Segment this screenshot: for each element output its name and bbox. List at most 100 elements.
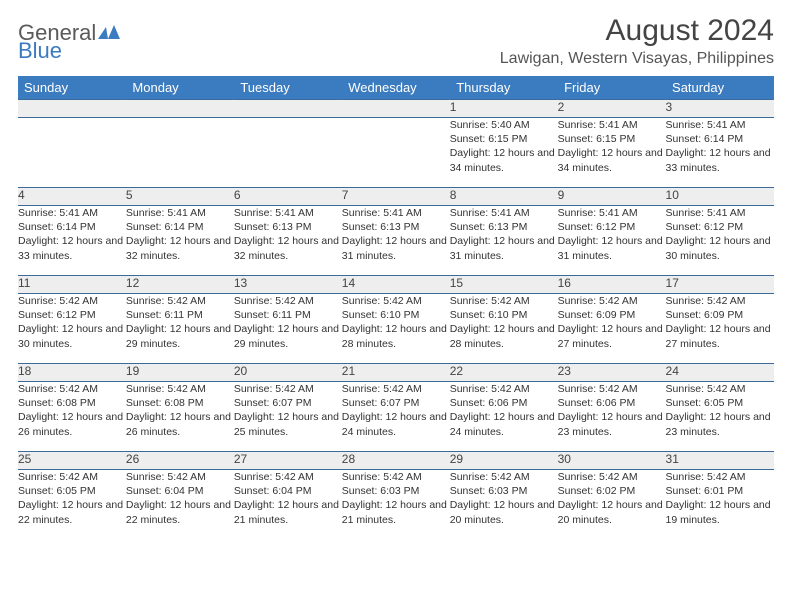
daylight-text: Daylight: 12 hours and 34 minutes. [450,146,558,174]
sunrise-text: Sunrise: 5:42 AM [558,470,666,484]
daylight-text: Daylight: 12 hours and 33 minutes. [666,146,774,174]
day-number-cell: 8 [450,188,558,206]
day-number-cell: 6 [234,188,342,206]
day-number-cell: 17 [666,276,774,294]
daylight-text: Daylight: 12 hours and 30 minutes. [18,322,126,350]
day-info-cell: Sunrise: 5:42 AMSunset: 6:09 PMDaylight:… [666,294,774,364]
day-number-cell: 18 [18,364,126,382]
daylight-text: Daylight: 12 hours and 19 minutes. [666,498,774,526]
sunset-text: Sunset: 6:09 PM [666,308,774,322]
daylight-text: Daylight: 12 hours and 24 minutes. [342,410,450,438]
dayheader-thursday: Thursday [450,76,558,100]
day-info-cell: Sunrise: 5:41 AMSunset: 6:14 PMDaylight:… [18,206,126,276]
day-info-cell: Sunrise: 5:41 AMSunset: 6:12 PMDaylight:… [666,206,774,276]
day-number-cell: 23 [558,364,666,382]
day-number-cell [126,100,234,118]
week-daynum-row: 11121314151617 [18,276,774,294]
day-info-cell: Sunrise: 5:42 AMSunset: 6:08 PMDaylight:… [18,382,126,452]
day-info-cell: Sunrise: 5:41 AMSunset: 6:12 PMDaylight:… [558,206,666,276]
day-info-cell: Sunrise: 5:41 AMSunset: 6:13 PMDaylight:… [342,206,450,276]
sunset-text: Sunset: 6:13 PM [450,220,558,234]
sunset-text: Sunset: 6:15 PM [558,132,666,146]
daylight-text: Daylight: 12 hours and 32 minutes. [234,234,342,262]
daylight-text: Daylight: 12 hours and 20 minutes. [450,498,558,526]
day-number-cell: 3 [666,100,774,118]
day-number-cell: 24 [666,364,774,382]
sunset-text: Sunset: 6:10 PM [342,308,450,322]
day-number-cell: 9 [558,188,666,206]
day-number-cell: 29 [450,452,558,470]
day-info-cell: Sunrise: 5:41 AMSunset: 6:15 PMDaylight:… [558,118,666,188]
day-info-cell: Sunrise: 5:42 AMSunset: 6:11 PMDaylight:… [234,294,342,364]
daylight-text: Daylight: 12 hours and 32 minutes. [126,234,234,262]
dayheader-tuesday: Tuesday [234,76,342,100]
sunset-text: Sunset: 6:08 PM [126,396,234,410]
day-number-cell: 25 [18,452,126,470]
week-info-row: Sunrise: 5:40 AMSunset: 6:15 PMDaylight:… [18,118,774,188]
week-info-row: Sunrise: 5:42 AMSunset: 6:08 PMDaylight:… [18,382,774,452]
sunset-text: Sunset: 6:11 PM [126,308,234,322]
daylight-text: Daylight: 12 hours and 29 minutes. [234,322,342,350]
day-number-cell: 27 [234,452,342,470]
day-number-cell: 2 [558,100,666,118]
sunrise-text: Sunrise: 5:42 AM [18,470,126,484]
sunset-text: Sunset: 6:04 PM [126,484,234,498]
sunrise-text: Sunrise: 5:40 AM [450,118,558,132]
day-info-cell: Sunrise: 5:42 AMSunset: 6:10 PMDaylight:… [450,294,558,364]
day-number-cell: 30 [558,452,666,470]
daylight-text: Daylight: 12 hours and 27 minutes. [666,322,774,350]
day-info-cell [126,118,234,188]
week-daynum-row: 25262728293031 [18,452,774,470]
daylight-text: Daylight: 12 hours and 22 minutes. [126,498,234,526]
day-number-cell: 14 [342,276,450,294]
week-daynum-row: 45678910 [18,188,774,206]
sunset-text: Sunset: 6:02 PM [558,484,666,498]
sunrise-text: Sunrise: 5:41 AM [342,206,450,220]
sunrise-text: Sunrise: 5:42 AM [18,382,126,396]
day-number-cell: 11 [18,276,126,294]
week-info-row: Sunrise: 5:42 AMSunset: 6:12 PMDaylight:… [18,294,774,364]
day-number-cell: 5 [126,188,234,206]
location-text: Lawigan, Western Visayas, Philippines [500,50,774,68]
sunrise-text: Sunrise: 5:42 AM [666,382,774,396]
week-info-row: Sunrise: 5:42 AMSunset: 6:05 PMDaylight:… [18,470,774,540]
day-number-cell: 1 [450,100,558,118]
day-number-cell [342,100,450,118]
day-info-cell: Sunrise: 5:42 AMSunset: 6:12 PMDaylight:… [18,294,126,364]
sunset-text: Sunset: 6:08 PM [18,396,126,410]
brand-part2: Blue [18,38,62,64]
daylight-text: Daylight: 12 hours and 25 minutes. [234,410,342,438]
daylight-text: Daylight: 12 hours and 20 minutes. [558,498,666,526]
daylight-text: Daylight: 12 hours and 21 minutes. [342,498,450,526]
day-info-cell: Sunrise: 5:41 AMSunset: 6:14 PMDaylight:… [126,206,234,276]
day-info-cell: Sunrise: 5:40 AMSunset: 6:15 PMDaylight:… [450,118,558,188]
sunrise-text: Sunrise: 5:41 AM [18,206,126,220]
dayheader-friday: Friday [558,76,666,100]
day-info-cell: Sunrise: 5:42 AMSunset: 6:09 PMDaylight:… [558,294,666,364]
sunrise-text: Sunrise: 5:41 AM [666,206,774,220]
sunset-text: Sunset: 6:05 PM [666,396,774,410]
daylight-text: Daylight: 12 hours and 24 minutes. [450,410,558,438]
page-header: General August 2024 Lawigan, Western Vis… [18,14,774,68]
day-info-cell: Sunrise: 5:42 AMSunset: 6:03 PMDaylight:… [342,470,450,540]
dayheader-sunday: Sunday [18,76,126,100]
sunrise-text: Sunrise: 5:41 AM [666,118,774,132]
day-info-cell: Sunrise: 5:42 AMSunset: 6:05 PMDaylight:… [18,470,126,540]
daylight-text: Daylight: 12 hours and 21 minutes. [234,498,342,526]
sunrise-text: Sunrise: 5:42 AM [126,470,234,484]
sunset-text: Sunset: 6:01 PM [666,484,774,498]
day-number-cell: 20 [234,364,342,382]
sunset-text: Sunset: 6:11 PM [234,308,342,322]
sunrise-text: Sunrise: 5:41 AM [558,118,666,132]
sunset-text: Sunset: 6:14 PM [18,220,126,234]
daylight-text: Daylight: 12 hours and 23 minutes. [558,410,666,438]
daylight-text: Daylight: 12 hours and 30 minutes. [666,234,774,262]
sunset-text: Sunset: 6:10 PM [450,308,558,322]
day-info-cell: Sunrise: 5:41 AMSunset: 6:13 PMDaylight:… [234,206,342,276]
daylight-text: Daylight: 12 hours and 29 minutes. [126,322,234,350]
day-number-cell [234,100,342,118]
day-info-cell: Sunrise: 5:41 AMSunset: 6:13 PMDaylight:… [450,206,558,276]
sunrise-text: Sunrise: 5:41 AM [558,206,666,220]
sunset-text: Sunset: 6:05 PM [18,484,126,498]
day-info-cell: Sunrise: 5:42 AMSunset: 6:07 PMDaylight:… [342,382,450,452]
